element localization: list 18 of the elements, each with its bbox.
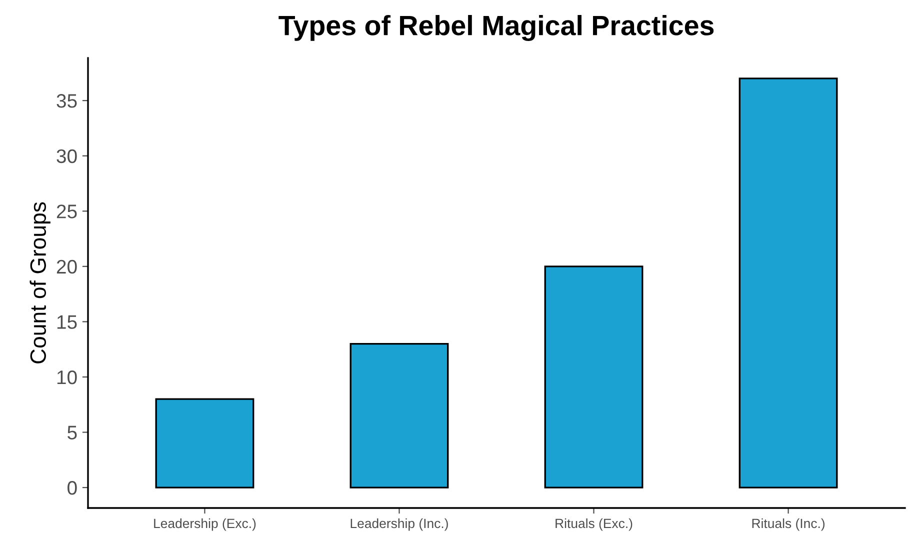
bar xyxy=(544,266,644,488)
y-tick-label: 35 xyxy=(56,94,77,108)
x-tick-label: Leadership (Inc.) xyxy=(350,518,448,531)
chart-title: Types of Rebel Magical Practices xyxy=(278,14,714,42)
y-tick-label: 10 xyxy=(57,370,77,384)
bar xyxy=(738,78,838,488)
y-tick-label: 5 xyxy=(68,426,77,440)
bar xyxy=(155,398,254,488)
x-tick-label: Leadership (Exc.) xyxy=(154,518,256,531)
x-tick-label: Rituals (Inc.) xyxy=(752,518,824,531)
y-tick-label: 20 xyxy=(56,260,77,274)
y-axis-title: Count of Groups xyxy=(30,202,50,364)
x-tick-label: Rituals (Exc.) xyxy=(556,518,632,531)
bar xyxy=(350,342,449,488)
y-tick-label: 30 xyxy=(56,149,77,164)
y-tick-label: 15 xyxy=(57,315,77,329)
y-tick-label: 0 xyxy=(68,481,77,495)
y-tick-label: 25 xyxy=(56,204,77,218)
